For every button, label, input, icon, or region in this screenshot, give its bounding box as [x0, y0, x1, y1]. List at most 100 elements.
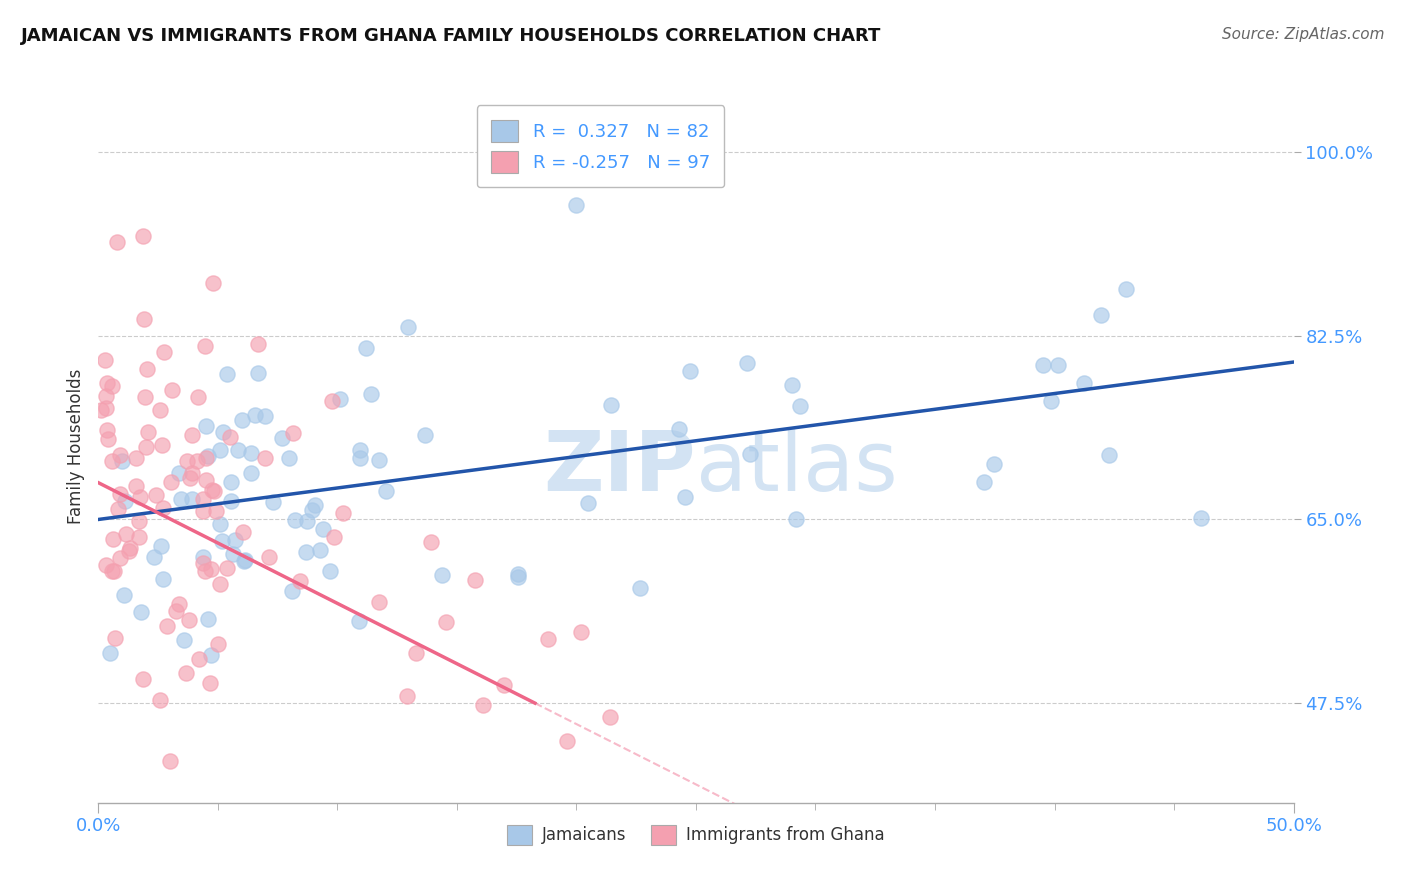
Point: [96, 423, 118, 437]
Point: [136, 362, 159, 376]
Point: [297, 514, 319, 528]
Point: [420, 534, 443, 549]
Point: [434, 615, 457, 629]
Point: [202, 483, 225, 498]
Point: [239, 445, 262, 459]
Point: [464, 573, 486, 587]
Point: [118, 544, 141, 558]
Point: [132, 229, 155, 244]
Point: [396, 690, 419, 704]
Point: [231, 413, 253, 427]
Point: [1098, 449, 1121, 463]
Point: [277, 450, 299, 465]
Point: [983, 457, 1005, 471]
Point: [785, 512, 807, 526]
Point: [347, 615, 370, 629]
Point: [219, 475, 242, 489]
Point: [149, 540, 172, 554]
Point: [253, 451, 276, 466]
Point: [217, 560, 239, 574]
Y-axis label: Family Households: Family Households: [66, 368, 84, 524]
Point: [271, 431, 294, 445]
Point: [159, 754, 181, 768]
Point: [98, 646, 121, 660]
Point: [430, 567, 453, 582]
Point: [332, 506, 354, 520]
Legend: Jamaicans, Immigrants from Ghana: Jamaicans, Immigrants from Ghana: [501, 818, 891, 852]
Point: [194, 339, 217, 353]
Point: [128, 514, 150, 528]
Point: [413, 428, 436, 442]
Point: [494, 677, 516, 691]
Point: [129, 490, 152, 504]
Point: [1047, 358, 1070, 372]
Point: [405, 646, 427, 660]
Point: [679, 364, 702, 378]
Point: [152, 501, 174, 516]
Point: [780, 378, 803, 392]
Point: [201, 483, 224, 497]
Point: [105, 235, 128, 249]
Point: [104, 631, 127, 645]
Point: [212, 425, 235, 440]
Point: [211, 533, 233, 548]
Point: [673, 490, 696, 504]
Point: [197, 449, 219, 463]
Point: [232, 524, 254, 539]
Point: [186, 454, 208, 468]
Point: [176, 665, 198, 680]
Point: [304, 498, 326, 512]
Point: [283, 425, 305, 440]
Text: JAMAICAN VS IMMIGRANTS FROM GHANA FAMILY HOUSEHOLDS CORRELATION CHART: JAMAICAN VS IMMIGRANTS FROM GHANA FAMILY…: [21, 27, 882, 45]
Point: [506, 570, 529, 584]
Point: [103, 564, 125, 578]
Point: [197, 612, 219, 626]
Point: [565, 197, 588, 211]
Point: [233, 554, 256, 568]
Point: [198, 676, 221, 690]
Point: [165, 603, 187, 617]
Point: [569, 625, 592, 640]
Point: [257, 549, 280, 564]
Point: [180, 428, 202, 442]
Point: [735, 356, 758, 370]
Point: [323, 530, 346, 544]
Point: [368, 453, 391, 467]
Point: [368, 595, 391, 609]
Point: [555, 734, 578, 748]
Point: [155, 619, 177, 633]
Point: [253, 409, 276, 423]
Point: [226, 442, 249, 457]
Point: [200, 648, 222, 663]
Point: [246, 336, 269, 351]
Point: [145, 488, 167, 502]
Point: [295, 545, 318, 559]
Point: [1115, 282, 1137, 296]
Point: [301, 503, 323, 517]
Point: [100, 379, 122, 393]
Point: [1090, 309, 1112, 323]
Point: [200, 562, 222, 576]
Point: [111, 453, 134, 467]
Point: [349, 450, 371, 465]
Point: [219, 430, 242, 444]
Point: [194, 564, 217, 578]
Point: [193, 503, 215, 517]
Point: [224, 533, 246, 547]
Point: [136, 425, 159, 440]
Point: [160, 475, 183, 489]
Point: [195, 418, 218, 433]
Point: [973, 475, 995, 489]
Point: [101, 454, 124, 468]
Point: [1040, 393, 1063, 408]
Point: [152, 572, 174, 586]
Point: [149, 692, 172, 706]
Point: [107, 502, 129, 516]
Point: [1073, 376, 1095, 391]
Point: [328, 392, 350, 406]
Point: [112, 588, 135, 602]
Point: [195, 451, 218, 466]
Point: [114, 493, 136, 508]
Point: [360, 387, 382, 401]
Point: [1032, 358, 1054, 372]
